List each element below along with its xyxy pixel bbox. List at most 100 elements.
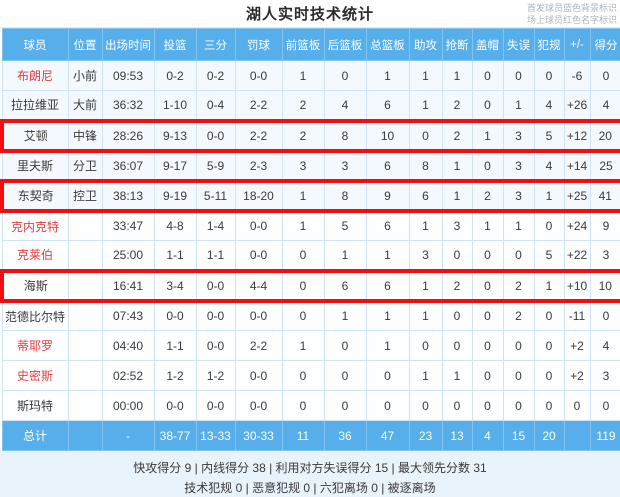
stat-cell: 2 <box>502 300 535 331</box>
column-header: 罚球 <box>234 28 283 61</box>
stat-cell: 6 <box>365 90 410 121</box>
player-name: 东契奇 <box>0 178 69 213</box>
stat-cell: 0 <box>533 390 565 421</box>
stat-cell: 8 <box>323 118 367 153</box>
player-name: 拉拉维亚 <box>1 90 69 121</box>
stat-cell: 4 <box>533 150 565 181</box>
stat-cell: 10 <box>365 118 410 153</box>
stat-cell: 0 <box>471 330 504 361</box>
stat-cell: 0 <box>471 360 504 391</box>
totals-cell: 13-33 <box>195 420 236 451</box>
stat-cell: 0 <box>441 330 473 361</box>
stat-cell: 0 <box>471 60 504 91</box>
column-header: 后篮板 <box>323 28 367 61</box>
totals-cell <box>563 420 591 451</box>
stat-cell: 2 <box>441 268 473 303</box>
player-name: 海斯 <box>0 268 69 303</box>
player-name: 艾顿 <box>0 118 69 153</box>
stat-cell: -11 <box>563 300 591 331</box>
stat-cell: +12 <box>563 118 591 153</box>
player-row: 艾顿 中锋 28:26 9-13 0-0 2-2 2 8 10 0 2 1 3 5 +12 20 <box>0 118 620 153</box>
stat-cell: 1 <box>365 300 410 331</box>
stat-cell: 1 <box>533 268 565 303</box>
stat-cell: 36:07 <box>101 150 155 181</box>
stat-cell: 1 <box>323 240 367 271</box>
stat-cell: 0 <box>471 390 504 421</box>
stat-cell: 中锋 <box>67 118 103 153</box>
stat-cell: 1 <box>365 330 410 361</box>
totals-cell: 15 <box>502 420 535 451</box>
column-header: 出场时间 <box>101 28 155 61</box>
stat-cell: 1 <box>441 150 473 181</box>
player-row: 东契奇 控卫 38:13 9-19 5-11 18-20 1 8 9 6 1 2 3 1 +25 41 <box>0 178 620 213</box>
stat-cell <box>67 390 103 421</box>
stat-cell: 3 <box>408 240 443 271</box>
column-header: 盖帽 <box>471 28 504 61</box>
stat-cell: 2-2 <box>234 90 283 121</box>
stat-cell: 5 <box>533 240 565 271</box>
stat-cell: 0-0 <box>195 268 236 303</box>
stat-cell: 0 <box>441 240 473 271</box>
stat-cell: 02:52 <box>101 360 155 391</box>
stat-cell <box>67 268 103 303</box>
totals-cell: 13 <box>441 420 473 451</box>
stat-cell: 1 <box>323 300 367 331</box>
stat-cell: 4-4 <box>234 268 283 303</box>
stat-cell: 00:00 <box>101 390 155 421</box>
title-bar: 湖人实时技术统计 首发球员蓝色背景标识 场上球员红色名字标识 <box>0 0 620 28</box>
stat-cell: 1-2 <box>195 360 236 391</box>
stat-cell: 0 <box>408 390 443 421</box>
stat-cell: 1-10 <box>153 90 197 121</box>
stat-cell: 0 <box>533 330 565 361</box>
stat-cell: 20 <box>589 118 620 153</box>
stat-cell: +2 <box>563 360 591 391</box>
player-name: 克内克特 <box>1 210 69 241</box>
stat-cell: 16:41 <box>101 268 155 303</box>
stats-body: 布朗尼 小前 09:53 0-2 0-2 0-0 1 0 1 1 1 0 0 0 -6 0 拉拉维亚 大前 36:3… <box>0 60 620 451</box>
stat-cell: 9 <box>589 210 620 241</box>
stat-cell: 3 <box>589 240 620 271</box>
stat-cell: 0 <box>471 240 504 271</box>
stat-cell: 0 <box>281 268 325 303</box>
player-row: 拉拉维亚 大前 36:32 1-10 0-4 2-2 2 4 6 1 2 0 1 4 +26 4 <box>1 90 620 121</box>
stat-cell: 0 <box>502 60 535 91</box>
stat-cell: 0 <box>502 240 535 271</box>
totals-label: 总计 <box>1 420 69 451</box>
totals-cell: 4 <box>471 420 504 451</box>
stat-cell: 38:13 <box>101 178 155 213</box>
stat-cell: 0-0 <box>234 240 283 271</box>
legend-line-oncourt: 场上球员红色名字标识 <box>526 15 617 25</box>
stat-cell: 0-0 <box>234 210 283 241</box>
stat-cell: 1 <box>441 360 473 391</box>
stat-cell: 0 <box>471 268 504 303</box>
stat-cell: 0 <box>323 330 367 361</box>
totals-cell: - <box>101 420 155 451</box>
stat-cell: 6 <box>408 178 443 213</box>
stat-cell: 3 <box>323 150 367 181</box>
stat-cell: 1-1 <box>153 330 197 361</box>
stat-cell: 3 <box>281 150 325 181</box>
stat-cell: 分卫 <box>67 150 103 181</box>
stat-cell: 1-1 <box>195 240 236 271</box>
stat-cell: 5-11 <box>195 178 236 213</box>
stat-cell: 0 <box>533 360 565 391</box>
stat-cell: 0 <box>365 390 410 421</box>
stat-cell: 1 <box>502 210 535 241</box>
stat-cell: +2 <box>563 330 591 361</box>
column-header: 得分 <box>589 28 620 61</box>
stat-cell: 1 <box>365 60 410 91</box>
stat-cell: 9-17 <box>153 150 197 181</box>
stat-cell: 0 <box>471 90 504 121</box>
stat-cell <box>67 330 103 361</box>
stat-cell: 2-2 <box>234 118 283 153</box>
player-row: 史密斯 02:52 1-2 1-2 0-0 0 0 0 1 1 0 0 0 +2 3 <box>1 360 620 391</box>
stat-cell: 3 <box>589 360 620 391</box>
stat-cell <box>67 360 103 391</box>
stat-cell: 09:53 <box>101 60 155 91</box>
stat-cell: 1-2 <box>153 360 197 391</box>
stat-cell: 25 <box>589 150 620 181</box>
totals-cell: 36 <box>323 420 367 451</box>
stat-cell: 0 <box>323 360 367 391</box>
stat-cell: 2 <box>471 178 504 213</box>
